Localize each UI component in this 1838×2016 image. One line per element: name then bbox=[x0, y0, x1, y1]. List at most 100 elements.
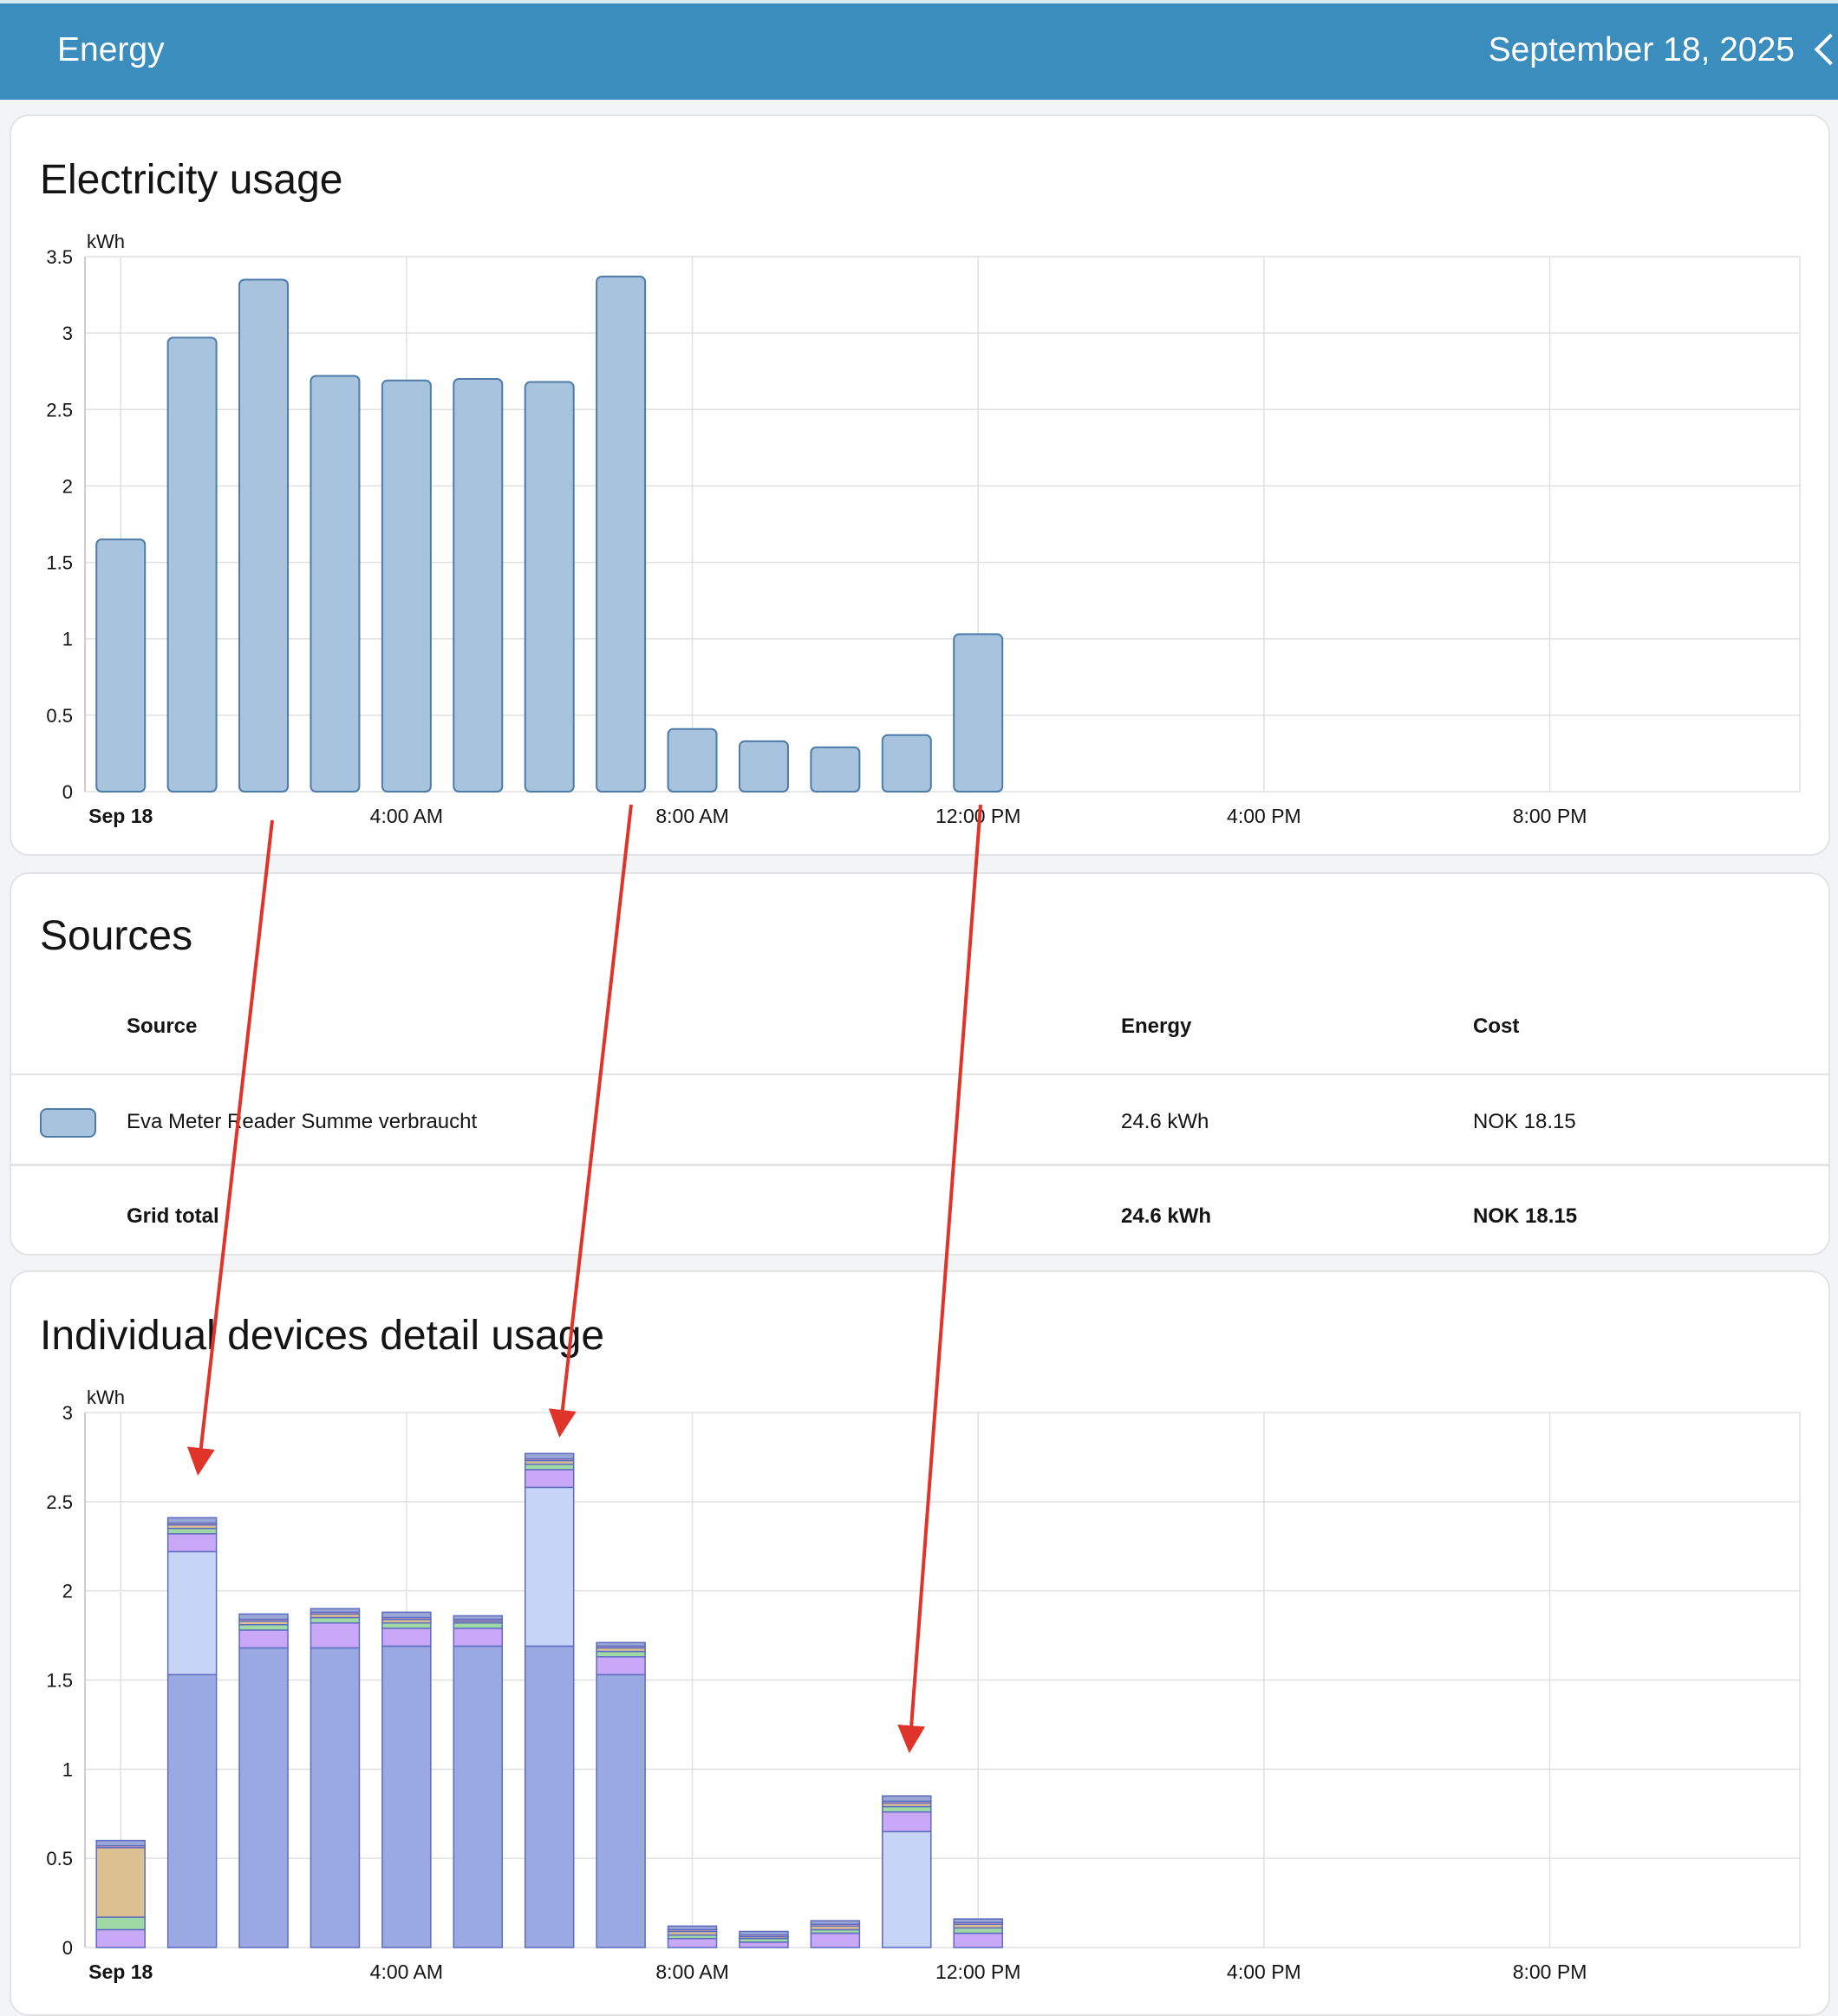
x-tick-label: 4:00 PM bbox=[1227, 805, 1301, 827]
page-title: Energy bbox=[57, 31, 165, 69]
grid-total-energy: 24.6 kWh bbox=[1121, 1204, 1212, 1228]
chart-bar-segment bbox=[95, 1847, 146, 1918]
y-tick-label: 0 bbox=[62, 781, 73, 803]
chart-bar-segment bbox=[238, 1613, 289, 1621]
chart-bar-segment bbox=[953, 1918, 1003, 1923]
y-tick-label: 1.5 bbox=[46, 1670, 73, 1692]
chart-bar-segment bbox=[596, 1641, 646, 1647]
y-tick-label: 0.5 bbox=[46, 1848, 73, 1869]
chart-bar-segment bbox=[381, 1621, 432, 1629]
chart-bar bbox=[738, 740, 789, 793]
x-tick-label: Sep 18 bbox=[88, 805, 153, 827]
chart-bar-segment bbox=[882, 1830, 932, 1948]
chart-bar bbox=[453, 378, 504, 793]
chart-bar-segment bbox=[524, 1463, 575, 1471]
chart-bar-segment bbox=[953, 1927, 1003, 1934]
grid-total-cost: NOK 18.15 bbox=[1473, 1204, 1578, 1228]
chart-bar-segment bbox=[166, 1533, 218, 1553]
y-tick-label: 2.5 bbox=[46, 399, 73, 421]
chart-bar-segment bbox=[810, 1932, 861, 1948]
chart-bar-segment bbox=[667, 1925, 718, 1931]
chart-bar-segment bbox=[882, 1810, 932, 1833]
chart-bar-segment bbox=[238, 1647, 289, 1948]
y-tick-label: 2 bbox=[62, 1581, 73, 1602]
chart-bar-segment bbox=[310, 1616, 361, 1624]
x-tick-label: 8:00 PM bbox=[1513, 1961, 1587, 1983]
source-color-swatch bbox=[40, 1108, 96, 1138]
sources-title: Sources bbox=[40, 913, 193, 959]
date-picker-label[interactable]: September 18, 2025 bbox=[1488, 31, 1795, 69]
chart-bar-segment bbox=[453, 1645, 504, 1948]
chart-bar-segment bbox=[453, 1615, 504, 1621]
top-app-bar: Energy September 18, 2025 bbox=[0, 0, 1838, 100]
table-row[interactable]: Eva Meter Reader Summe verbraucht 24.6 k… bbox=[11, 1075, 1828, 1162]
y-tick-label: 3.5 bbox=[46, 246, 73, 268]
source-energy: 24.6 kWh bbox=[1121, 1110, 1209, 1133]
chart-bar-segment bbox=[95, 1839, 146, 1847]
chart-bar bbox=[95, 538, 147, 793]
y-tick-label: 2 bbox=[62, 475, 73, 497]
chart-bar-segment bbox=[381, 1628, 432, 1647]
source-name: Eva Meter Reader Summe verbraucht bbox=[127, 1110, 478, 1133]
chart-bar-segment bbox=[166, 1527, 218, 1535]
y-tick-label: 0 bbox=[62, 1937, 73, 1959]
chart-bar-segment bbox=[310, 1647, 361, 1948]
chart-bar-segment bbox=[524, 1645, 575, 1948]
chart-bar bbox=[238, 278, 290, 793]
chart-bar-segment bbox=[810, 1920, 861, 1926]
chart-bar-segment bbox=[166, 1550, 218, 1676]
column-header-energy[interactable]: Energy bbox=[1121, 1015, 1192, 1038]
y-tick-label: 1.5 bbox=[46, 552, 73, 574]
y-axis-label: kWh bbox=[87, 231, 125, 252]
chart-bar bbox=[667, 727, 718, 793]
chart-bar bbox=[166, 336, 218, 793]
chart-bar-segment bbox=[596, 1650, 646, 1658]
x-tick-label: 12:00 PM bbox=[935, 1961, 1020, 1983]
x-tick-label: 8:00 PM bbox=[1513, 805, 1587, 827]
chart-bar-segment bbox=[95, 1916, 146, 1931]
y-tick-label: 1 bbox=[62, 629, 73, 650]
chart-bar-segment bbox=[381, 1611, 432, 1619]
y-tick-label: 0.5 bbox=[46, 705, 73, 727]
chart-bar-segment bbox=[596, 1673, 646, 1948]
table-total-row: Grid total 24.6 kWh NOK 18.15 bbox=[11, 1166, 1828, 1253]
y-tick-label: 1 bbox=[62, 1758, 73, 1780]
chart-bar-segment bbox=[166, 1673, 218, 1948]
chart-bar bbox=[810, 746, 861, 793]
chart-bar bbox=[596, 275, 647, 793]
chart-bar bbox=[381, 379, 432, 793]
chart-bar-segment bbox=[596, 1656, 646, 1676]
chart-bar bbox=[881, 734, 932, 793]
source-cost: NOK 18.15 bbox=[1473, 1110, 1576, 1133]
chart-bar-segment bbox=[310, 1608, 361, 1614]
individual-devices-title: Individual devices detail usage bbox=[40, 1313, 605, 1359]
x-tick-label: 4:00 AM bbox=[370, 805, 443, 827]
chart-bar-segment bbox=[882, 1805, 932, 1813]
chart-bar-segment bbox=[310, 1621, 361, 1649]
y-tick-label: 3 bbox=[62, 1402, 73, 1424]
chart-bar-segment bbox=[95, 1928, 146, 1948]
electricity-usage-title: Electricity usage bbox=[40, 157, 343, 203]
column-header-cost[interactable]: Cost bbox=[1473, 1015, 1520, 1038]
chart-bar-segment bbox=[238, 1623, 289, 1631]
chart-bar-segment bbox=[453, 1621, 504, 1629]
x-tick-label: Sep 18 bbox=[88, 1961, 153, 1983]
x-tick-label: 8:00 AM bbox=[655, 1961, 728, 1983]
chart-bar-segment bbox=[667, 1937, 718, 1948]
x-tick-label: 8:00 AM bbox=[655, 805, 728, 827]
column-header-source[interactable]: Source bbox=[127, 1015, 198, 1038]
chart-bar-segment bbox=[739, 1930, 789, 1936]
y-axis-label: kWh bbox=[87, 1386, 125, 1408]
chart-bar-segment bbox=[524, 1486, 575, 1647]
chart-bar bbox=[310, 375, 361, 793]
y-tick-label: 3 bbox=[62, 323, 73, 344]
chart-bar-segment bbox=[381, 1645, 432, 1948]
chart-bar-segment bbox=[882, 1795, 932, 1803]
y-tick-label: 2.5 bbox=[46, 1491, 73, 1513]
chart-bar-segment bbox=[739, 1941, 789, 1948]
chart-bar-segment bbox=[953, 1932, 1003, 1948]
x-tick-label: 4:00 PM bbox=[1227, 1961, 1301, 1983]
x-tick-label: 4:00 AM bbox=[370, 1961, 443, 1983]
